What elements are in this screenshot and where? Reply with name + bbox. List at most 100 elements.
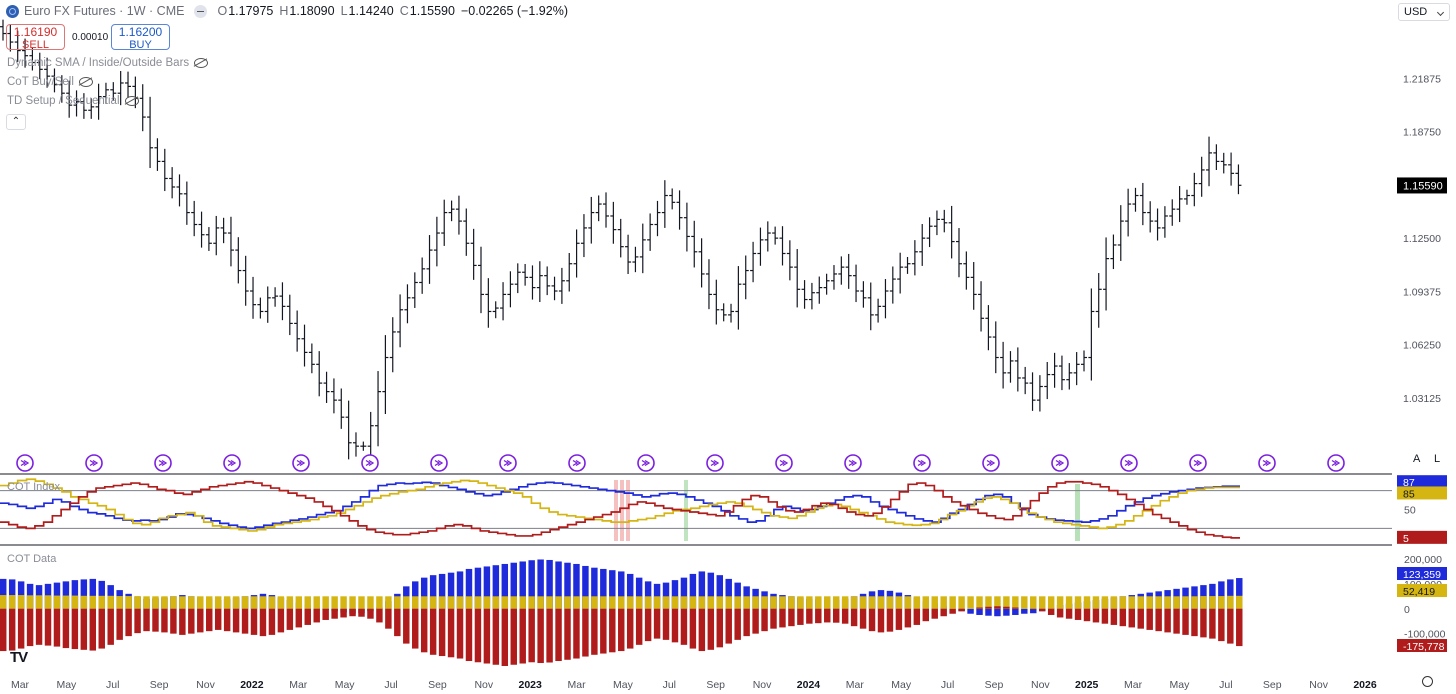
currency-select[interactable]: USD — [1398, 3, 1450, 21]
cot-bar-largespec — [259, 608, 267, 637]
collapse-indicators-button[interactable]: ⌃ — [6, 114, 26, 130]
time-axis-label: 2022 — [240, 679, 264, 691]
cot-bar-largespec — [1236, 608, 1243, 647]
cot-bar-largespec — [161, 608, 168, 633]
cot-bar-commercial — [510, 562, 517, 609]
collapse-legend-icon[interactable] — [194, 4, 208, 18]
cot-data-last-value-tag — [1397, 584, 1447, 597]
price-axis: 1.21875 1.18750 1.15590 1.12500 1.09375 1.062… — [1397, 73, 1447, 405]
signal-chevrons — [434, 459, 444, 467]
indicator-dynamic-sma[interactable]: Dynamic SMA / Inside/Outside Bars — [7, 57, 209, 69]
ohlc-bar — [1081, 350, 1088, 372]
cot-bar-smallspec — [716, 596, 723, 609]
ohlc-bar — [676, 190, 683, 230]
cot-bar-largespec — [913, 608, 921, 625]
cot-bar-largespec — [976, 607, 983, 609]
cot-bar-largespec — [1191, 608, 1198, 637]
cot-bar-smallspec — [626, 596, 634, 609]
cot-bar-smallspec — [358, 596, 365, 609]
auto-scale-button[interactable]: A — [1413, 453, 1421, 465]
ohlc-bar — [669, 188, 676, 210]
cot-bar-smallspec — [510, 596, 517, 609]
cot-bar-commercial — [474, 567, 482, 609]
cot-data-last-value-label: 123,359 — [1403, 569, 1441, 581]
eye-hidden-icon[interactable] — [194, 58, 209, 68]
signal-chevrons — [848, 459, 858, 467]
eye-hidden-icon[interactable] — [78, 77, 93, 87]
cot-bar-commercial — [967, 608, 974, 614]
cot-bar-largespec — [1182, 608, 1189, 635]
open-value: 1.17975 — [228, 4, 274, 18]
gear-icon[interactable] — [1422, 676, 1433, 687]
signal-arrow-icon — [1258, 454, 1276, 472]
cot-last-value-tag — [1397, 475, 1447, 489]
sell-button[interactable]: 1.16190 SELL — [6, 24, 65, 51]
symbol-title[interactable]: Euro FX Futures · 1W · CME — [24, 4, 185, 18]
time-axis-label: 2023 — [518, 679, 542, 691]
cot-bar-smallspec — [71, 595, 79, 609]
ohlc-bar — [360, 441, 367, 451]
cot-bar-smallspec — [89, 595, 97, 609]
ohlc-bar — [1051, 352, 1058, 388]
cot-bar-smallspec — [1110, 596, 1118, 609]
ohlc-bar — [691, 220, 698, 268]
tradingview-logo[interactable]: TV — [10, 649, 28, 666]
indicator-cot-buy-sell[interactable]: CoT Buy/Sell — [7, 76, 93, 88]
cot-bar-smallspec — [474, 596, 482, 609]
cot-bar-largespec — [770, 608, 777, 629]
ohlc-bar — [882, 279, 889, 319]
indicator-td-setup[interactable]: TD Setup / Sequential — [7, 95, 139, 107]
cot-bar-largespec — [546, 608, 553, 663]
cot-bar-largespec — [214, 608, 222, 630]
time-axis-label: Sep — [150, 679, 169, 691]
cot-bar-largespec — [752, 608, 759, 634]
cot-last-value-label: 87 — [1403, 477, 1415, 489]
ohlc-bar — [1058, 355, 1065, 391]
cot-bar-smallspec — [725, 596, 732, 609]
signal-icons — [16, 454, 1345, 472]
cot-bar-commercial — [555, 561, 562, 609]
ohlc-bar — [352, 432, 359, 457]
ohlc-bar — [1014, 347, 1021, 392]
ohlc-bar — [492, 301, 499, 319]
eye-hidden-icon[interactable] — [124, 96, 139, 106]
cot-bar-largespec — [600, 608, 607, 654]
ohlc-bar — [198, 211, 205, 248]
cot-bar-largespec — [152, 608, 159, 632]
ohlc-bar — [338, 388, 345, 429]
time-axis: Mar May Jul Sep Nov 2022 Mar May Jul Sep Nov 2023 Ma… — [11, 679, 1377, 691]
ohlc-bar — [161, 148, 168, 192]
ohlc-bar — [1110, 234, 1117, 270]
cot-bar-largespec — [134, 608, 141, 634]
cot-bar-commercial — [8, 579, 16, 609]
cot-bar-largespec — [447, 608, 455, 658]
ohlc-bar — [808, 282, 815, 310]
ohlc-bar — [860, 281, 867, 308]
cot-bar-largespec — [743, 608, 750, 637]
cot-bar-largespec — [528, 608, 535, 663]
cot-bar-smallspec — [618, 596, 625, 609]
time-axis-label: 2026 — [1353, 679, 1377, 691]
ohlc-bar — [639, 223, 646, 274]
cot-bar-largespec — [949, 608, 956, 614]
cot-bar-largespec — [367, 608, 374, 619]
ohlc-bar — [845, 253, 852, 289]
cot-bar-commercial — [1021, 608, 1028, 614]
signal-chevrons — [710, 459, 720, 467]
cot-bar-largespec — [223, 608, 231, 632]
cot-bar-largespec — [537, 608, 544, 664]
buy-label: BUY — [129, 39, 152, 51]
cot-bar-largespec — [591, 608, 598, 655]
cot-bar-smallspec — [304, 596, 311, 609]
ohlc-bar — [698, 238, 705, 288]
cot-bar-largespec — [940, 608, 947, 617]
ohlc-bar — [1213, 144, 1220, 171]
cot-bar-smallspec — [797, 596, 804, 609]
buy-button[interactable]: 1.16200 BUY — [111, 24, 170, 51]
cot-bar-smallspec — [752, 596, 759, 609]
cot-bar-smallspec — [537, 596, 544, 609]
cot-bar-commercial — [492, 565, 500, 609]
log-scale-button[interactable]: L — [1434, 453, 1441, 465]
cot-bar-commercial — [420, 577, 428, 609]
